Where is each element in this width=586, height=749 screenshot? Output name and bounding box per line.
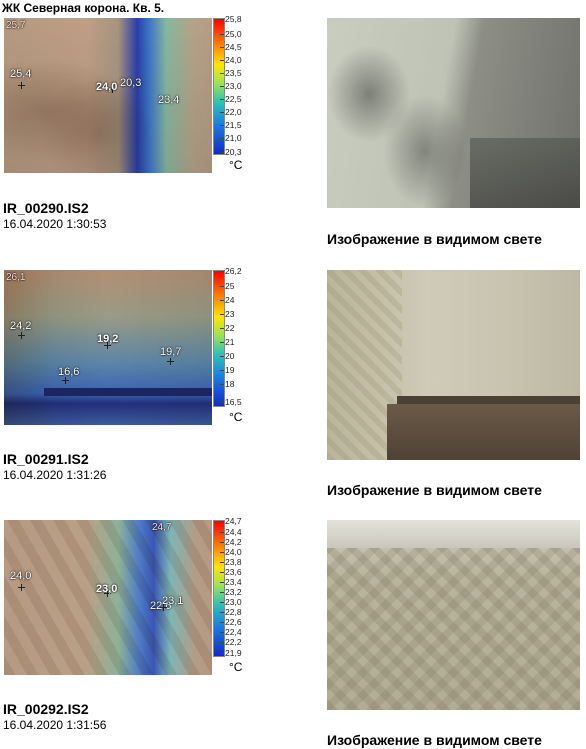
temperature-unit: °C <box>229 410 243 424</box>
spot-temperature: 25,4 <box>10 68 32 80</box>
spot-temperature: 23,0 <box>96 583 118 595</box>
scale-tick: 20 <box>225 351 235 361</box>
scale-tick: 21,0 <box>225 133 242 143</box>
visible-light-caption: Изображение в видимом свете <box>327 231 542 247</box>
thermogram-block: 26,1 24,2 19,2 19,7 16,6 26,2 25 24 23 2… <box>4 266 254 430</box>
ir-timestamp: 16.04.2020 1:31:26 <box>3 468 107 482</box>
spot-temperature: 19,2 <box>97 333 119 345</box>
scale-tick: 22,2 <box>225 637 242 647</box>
spot-temperature: 24,0 <box>10 570 32 582</box>
spot-crosshair <box>104 590 111 597</box>
visible-light-photo <box>327 520 580 710</box>
ir-timestamp: 16.04.2020 1:30:53 <box>3 217 107 231</box>
thermal-image: 25,7 25,4 24,0 20,3 23,4 <box>4 18 212 173</box>
spot-temperature: 16,6 <box>58 366 80 378</box>
scale-tick: 25 <box>225 281 235 291</box>
scale-tick: 24,0 <box>225 55 242 65</box>
ir-timestamp: 16.04.2020 1:31:56 <box>3 718 107 732</box>
max-temp-marker: 24,7 <box>152 522 172 533</box>
scale-ticks: 25,8 25,0 24,5 24,0 23,5 23,0 22,5 22,0 … <box>225 14 266 159</box>
spot-crosshair <box>18 332 25 339</box>
scale-tick: 22,6 <box>225 617 242 627</box>
spot-crosshair <box>104 342 111 349</box>
scale-tick: 23,0 <box>225 81 242 91</box>
spot-temperature: 24,0 <box>96 81 118 93</box>
scale-tick: 24,0 <box>225 547 242 557</box>
scale-tick: 24,2 <box>225 537 242 547</box>
spot-temperature: 24,2 <box>10 320 32 332</box>
scale-tick: 23,0 <box>225 597 242 607</box>
ir-file-name: IR_00292.IS2 <box>3 701 89 717</box>
spot-temperature: 19,7 <box>160 346 182 358</box>
spot-temperature: 22,6 <box>150 600 172 612</box>
visible-light-caption: Изображение в видимом свете <box>327 482 542 498</box>
scale-tick: 23 <box>225 309 235 319</box>
scale-tick: 23,5 <box>225 68 242 78</box>
scale-tick: 19 <box>225 365 235 375</box>
thermal-image: 26,1 24,2 19,2 19,7 16,6 <box>4 270 212 425</box>
scale-tick: 24,5 <box>225 42 242 52</box>
scale-tick: 21,9 <box>225 648 242 658</box>
scale-tick: 22,5 <box>225 94 242 104</box>
visible-light-photo <box>327 18 580 208</box>
scale-tick: 24,4 <box>225 527 242 537</box>
temperature-scale-bar <box>213 270 225 407</box>
thermogram-block: 25,7 25,4 24,0 20,3 23,4 25,8 25,0 24,5 … <box>4 14 254 178</box>
spot-crosshair <box>109 86 116 93</box>
visible-light-photo <box>327 270 580 460</box>
scale-tick: 22,8 <box>225 607 242 617</box>
ir-file-name: IR_00290.IS2 <box>3 200 89 216</box>
scale-tick: 23,8 <box>225 557 242 567</box>
page-title: ЖК Северная корона. Кв. 5. <box>2 1 165 15</box>
scale-tick: 24 <box>225 295 235 305</box>
scale-tick: 24,7 <box>225 516 242 526</box>
scale-tick: 23,4 <box>225 577 242 587</box>
scale-tick: 22,0 <box>225 107 242 117</box>
scale-tick: 21,5 <box>225 120 242 130</box>
spot-crosshair <box>167 358 174 365</box>
visible-light-caption: Изображение в видимом свете <box>327 732 542 748</box>
max-temp-marker: 25,7 <box>6 20 26 31</box>
scale-tick: 23,6 <box>225 567 242 577</box>
scale-tick: 16,5 <box>225 397 242 407</box>
thermal-image: 24,7 24,0 23,0 22,6 23,1 <box>4 520 212 675</box>
thermogram-block: 24,7 24,0 23,0 22,6 23,1 24,7 24,4 24,2 … <box>4 516 254 680</box>
scale-ticks: 24,7 24,4 24,2 24,0 23,8 23,6 23,4 23,2 … <box>225 516 266 661</box>
spot-temperature: 23,1 <box>162 595 184 607</box>
temperature-scale-bar <box>213 520 225 657</box>
scale-tick: 26,2 <box>225 266 242 276</box>
ir-file-name: IR_00291.IS2 <box>3 451 89 467</box>
max-temp-marker: 26,1 <box>6 272 26 283</box>
scale-tick: 22 <box>225 323 235 333</box>
spot-crosshair <box>160 604 167 611</box>
scale-tick: 25,8 <box>225 14 242 24</box>
scale-tick: 21 <box>225 337 235 347</box>
scale-tick: 18 <box>225 379 235 389</box>
scale-tick: 20,3 <box>225 147 242 157</box>
temperature-unit: °C <box>229 660 243 674</box>
spot-crosshair <box>18 82 25 89</box>
scale-tick: 25,0 <box>225 29 242 39</box>
spot-crosshair <box>62 377 69 384</box>
scale-tick: 23,2 <box>225 587 242 597</box>
spot-temperature: 23,4 <box>158 94 180 106</box>
spot-crosshair <box>18 584 25 591</box>
temperature-unit: °C <box>229 158 243 172</box>
scale-tick: 22,4 <box>225 627 242 637</box>
spot-temperature: 20,3 <box>120 77 142 89</box>
scale-ticks: 26,2 25 24 23 22 21 20 19 18 16,5 <box>225 266 266 411</box>
